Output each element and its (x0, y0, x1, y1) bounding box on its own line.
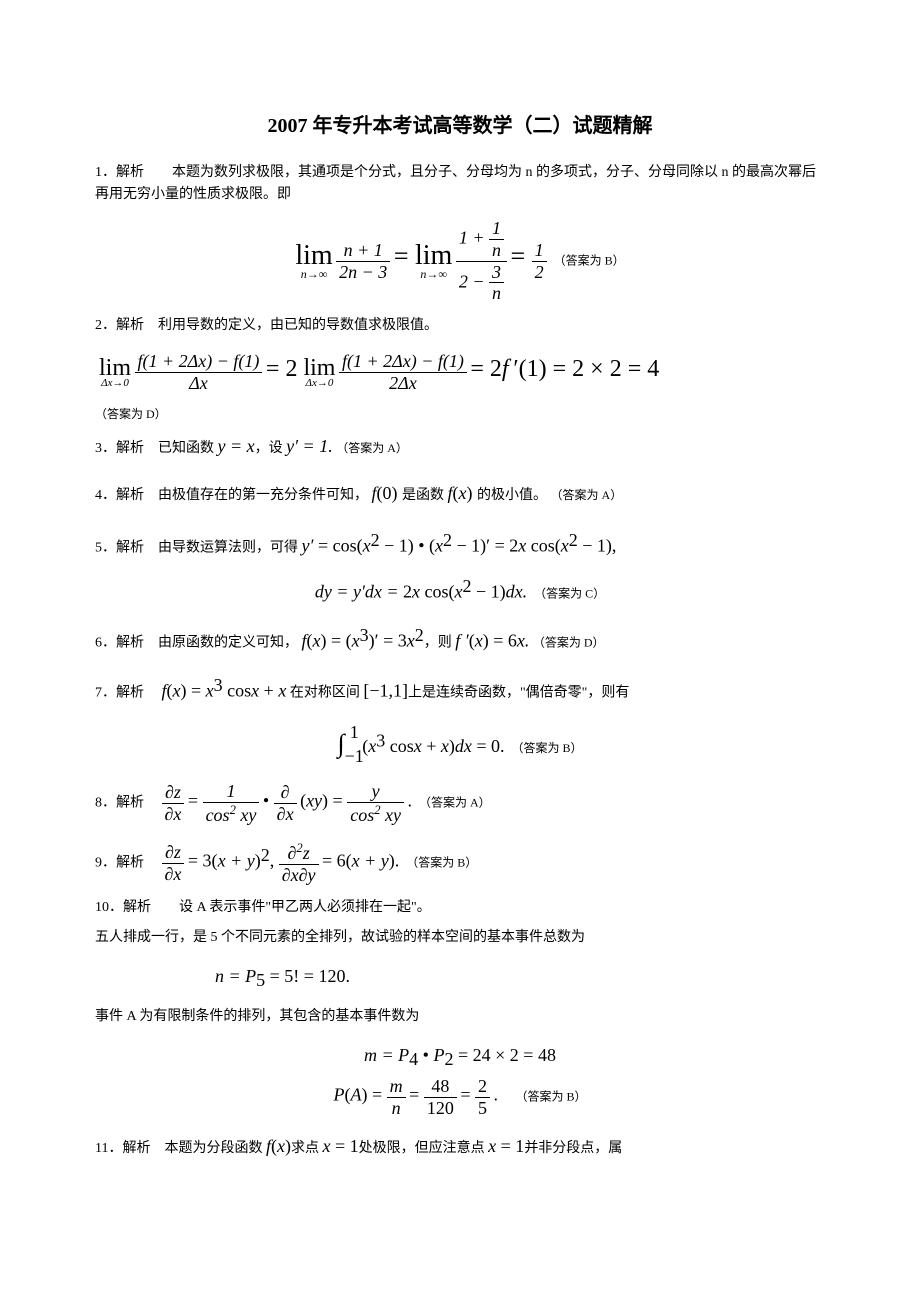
q4-t1: 由极值存在的第一充分条件可知， (158, 488, 368, 503)
q3-t2: ，设 (255, 441, 283, 456)
page-title: 2007 年专升本考试高等数学（二）试题精解 (95, 110, 825, 142)
q8-label: 8．解析 (95, 796, 144, 811)
q1-label: 1．解析 (95, 165, 144, 180)
q9-answer: （答案为 B） (406, 856, 477, 870)
q10-answer: （答案为 B） (515, 1090, 586, 1104)
q10-f1: n = P5 = 5! = 120. (95, 962, 825, 995)
q11: 11．解析 本题为分段函数 f(x)求点 x = 1处极限，但应注意点 x = … (95, 1132, 825, 1161)
q5-t1: 由导数运算法则，可得 (158, 540, 298, 555)
q7-answer: （答案为 B） (512, 741, 583, 755)
q9-label: 9．解析 (95, 856, 144, 871)
q7: 7．解析 f(x) = x3 cosx + x 在对称区间 [−1,1]上是连续… (95, 671, 825, 705)
q1-text: 1．解析 本题为数列求极限，其通项是个分式，且分子、分母均为 n 的多项式，分子… (95, 162, 825, 207)
q2-text: 2．解析 利用导数的定义，由已知的导数值求极限值。 (95, 315, 825, 337)
q4-t3: 的极小值。 (477, 488, 547, 503)
q3-label: 3．解析 (95, 441, 144, 456)
q10-label: 10．解析 (95, 900, 151, 915)
q5-formula2: dy = y′dx = 2x cos(x2 − 1)dx. （答案为 C） (95, 572, 825, 606)
q1-answer: （答案为 B） (554, 253, 625, 267)
q7-t1: 在对称区间 (290, 686, 360, 701)
document-page: 2007 年专升本考试高等数学（二）试题精解 1．解析 本题为数列求极限，其通项… (0, 0, 920, 1229)
q11-label: 11．解析 (95, 1141, 150, 1156)
q11-t1: 本题为分段函数 (164, 1141, 262, 1156)
q2-body: 利用导数的定义，由已知的导数值求极限值。 (158, 318, 438, 333)
q4: 4．解析 由极值存在的第一充分条件可知， f(0) 是函数 f(x) 的极小值。… (95, 479, 825, 508)
q4-label: 4．解析 (95, 488, 144, 503)
q2-answer: （答案为 D） (95, 405, 825, 424)
q10-l3: 事件 A 为有限制条件的排列，其包含的基本事件数为 (95, 1006, 825, 1028)
q5: 5．解析 由导数运算法则，可得 y′ = cos(x2 − 1) • (x2 −… (95, 526, 825, 560)
q7-t2: 上是连续奇函数，"偶倍奇零"，则有 (408, 686, 629, 701)
q4-t2: 是函数 (402, 488, 444, 503)
q6-label: 6．解析 (95, 635, 144, 650)
q1-body: 本题为数列求极限，其通项是个分式，且分子、分母均为 n 的多项式，分子、分母同除… (95, 165, 816, 202)
q2-label: 2．解析 (95, 318, 144, 333)
q3-t1: 已知函数 (158, 441, 214, 456)
q11-t2: 求点 (291, 1141, 319, 1156)
q3-answer: （答案为 A） (336, 441, 408, 455)
q10-f3: P(A) = mn = 48120 = 25 . （答案为 B） (95, 1077, 825, 1118)
q3: 3．解析 已知函数 y = x，设 y′ = 1. （答案为 A） (95, 432, 825, 461)
q11-t3: 处极限，但应注意点 (359, 1141, 485, 1156)
q10-t1: 设 A 表示事件"甲乙两人必须排在一起"。 (179, 900, 431, 915)
q9: 9．解析 ∂z∂x = 3(x + y)2, ∂2z∂x∂y = 6(x + y… (95, 841, 825, 885)
q1-formula: limn→∞ n + 12n − 3 = limn→∞ 1 + 1n2 − 3n… (95, 219, 825, 304)
q6-t1: 由原函数的定义可知， (158, 635, 298, 650)
q5-answer: （答案为 C） (534, 587, 605, 601)
q10-f2: m = P4 • P2 = 24 × 2 = 48 (95, 1041, 825, 1074)
q2-formula: limΔx→0 f(1 + 2Δx) − f(1)Δx = 2 limΔx→0 … (95, 350, 825, 393)
q6-t2: ，则 (424, 635, 452, 650)
q10-l1: 10．解析 设 A 表示事件"甲乙两人必须排在一起"。 (95, 897, 825, 919)
q4-answer: （答案为 A） (551, 488, 623, 502)
q7-label: 7．解析 (95, 686, 144, 701)
q7-formula: ∫−11 (x3 cosx + x)dx = 0. （答案为 B） (95, 718, 825, 771)
q8-answer: （答案为 A） (419, 796, 491, 810)
q10-l2: 五人排成一行，是 5 个不同元素的全排列，故试验的样本空间的基本事件总数为 (95, 927, 825, 949)
q6-answer: （答案为 D） (533, 635, 605, 649)
q5-label: 5．解析 (95, 540, 144, 555)
q6: 6．解析 由原函数的定义可知， f(x) = (x3)′ = 3x2，则 f ′… (95, 621, 825, 655)
q8: 8．解析 ∂z∂x = 1cos2 xy • ∂∂x (xy) = ycos2 … (95, 782, 825, 825)
q11-t4: 并非分段点，属 (524, 1141, 622, 1156)
